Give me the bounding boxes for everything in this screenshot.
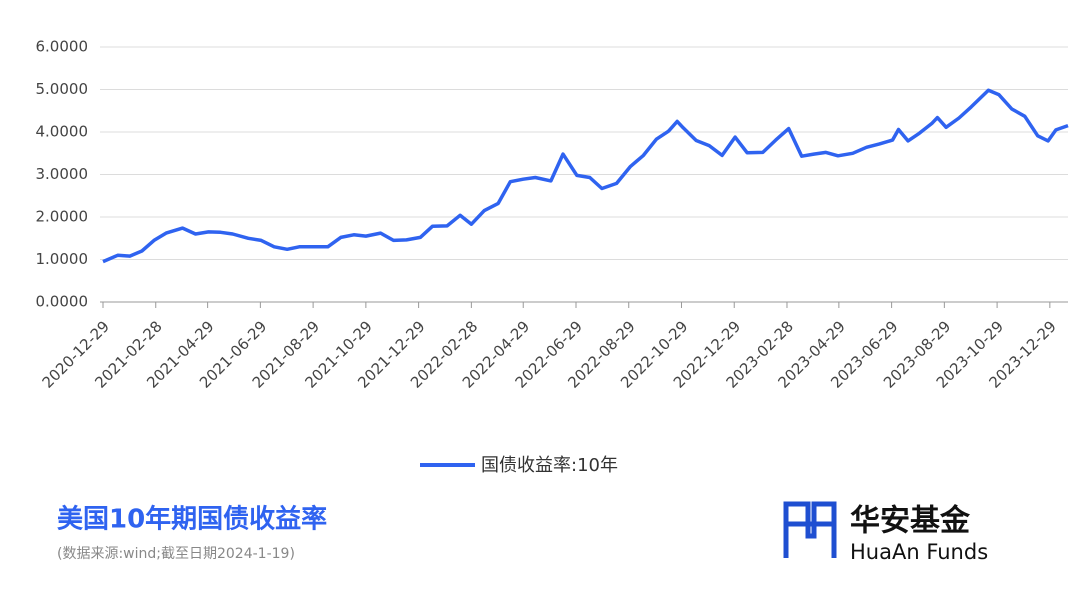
y-tick-label: 2.0000: [36, 208, 89, 226]
y-tick-label: 4.0000: [36, 123, 89, 141]
brand-name-en: HuaAn Funds: [850, 540, 988, 564]
y-tick-label: 5.0000: [36, 80, 89, 98]
brand-name: 华安基金: [850, 504, 971, 539]
data-line: [102, 88, 1069, 264]
brand-logo: [783, 501, 837, 558]
y-tick-label: 3.0000: [36, 165, 89, 183]
logo-icon: [783, 501, 837, 558]
y-tick-label: 6.0000: [36, 38, 89, 56]
legend-label: 国债收益率:10年: [481, 455, 618, 476]
chart-title: 美国10年期国债收益率: [57, 504, 327, 535]
y-tick-label: 0.0000: [36, 293, 89, 311]
y-tick-label: 1.0000: [36, 250, 89, 268]
source-note: (数据来源:wind;截至日期2024-1-19): [57, 546, 295, 562]
